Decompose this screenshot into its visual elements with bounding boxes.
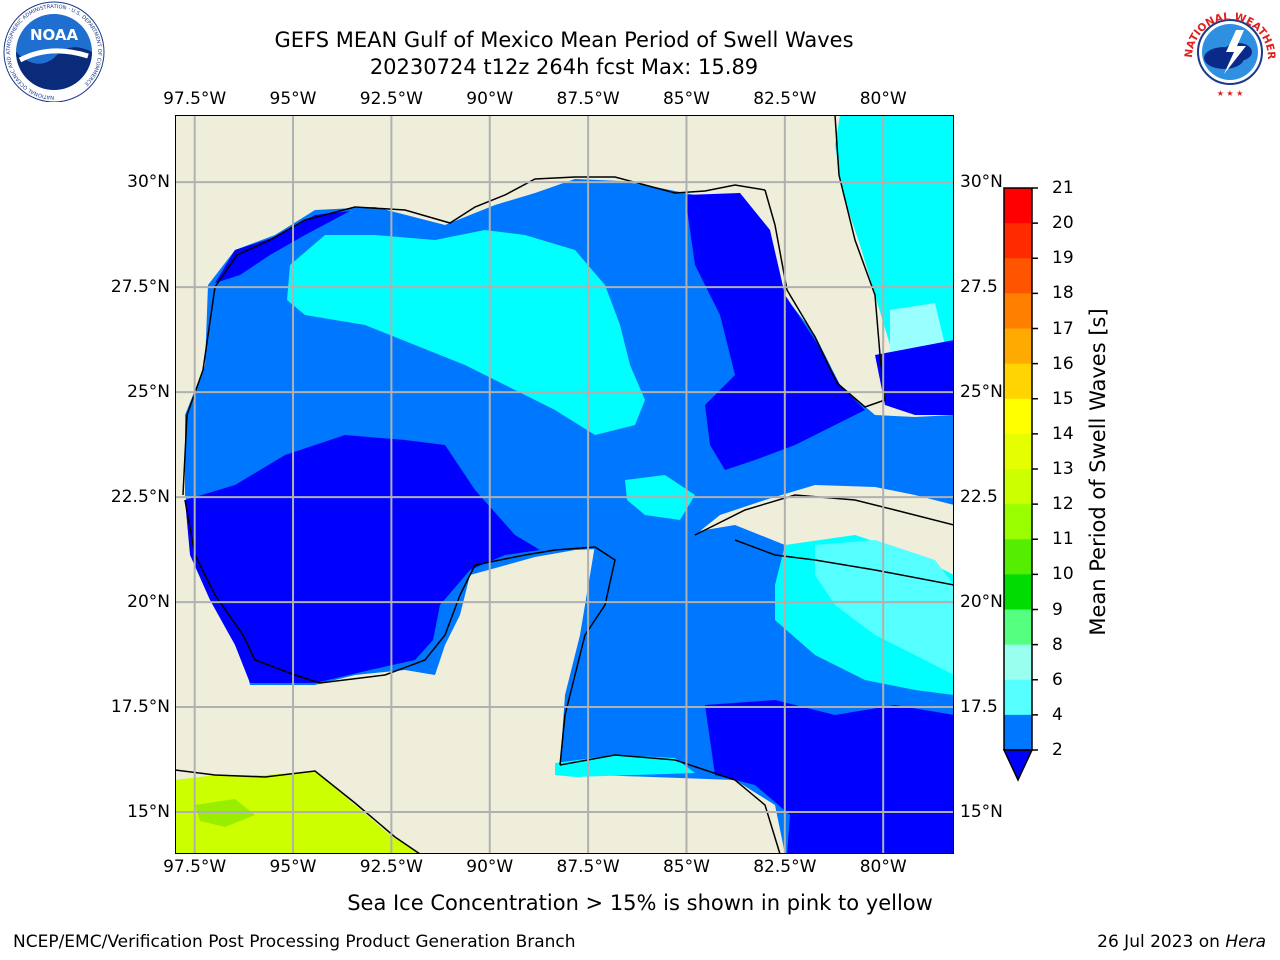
lat-label-left: 27.5°N: [110, 277, 170, 298]
colorbar-label: 14: [1052, 423, 1074, 444]
lat-label-right: 30°N: [960, 172, 1003, 193]
svg-text:★ ★ ★: ★ ★ ★: [1217, 89, 1244, 98]
colorbar-segment: [1004, 574, 1032, 610]
lat-label-right: 22.5: [960, 487, 998, 508]
map-title: GEFS MEAN Gulf of Mexico Mean Period of …: [274, 28, 854, 52]
nws-logo: NATIONAL WEATHER SERVICE ★ ★ ★: [1176, 0, 1277, 98]
colorbar-label: 18: [1052, 283, 1074, 304]
lon-label-bottom: 97.5°W: [163, 857, 227, 877]
lat-label-right: 25°N: [960, 382, 1003, 403]
bahamas-water-blue-2: [875, 340, 954, 415]
colorbar-label: 11: [1052, 529, 1074, 550]
lon-label-bottom: 82.5°W: [753, 857, 817, 877]
svg-text:NOAA: NOAA: [30, 26, 79, 44]
lat-label-right: 27.5: [960, 277, 998, 298]
colorbar-segment: [1004, 644, 1032, 681]
colorbar-label: 9: [1052, 599, 1063, 620]
gulf-water-blue-2-northwest: [215, 211, 350, 283]
colorbar-label: 21: [1052, 178, 1074, 198]
lat-label-left: 15°N: [127, 802, 170, 822]
colorbar-label: 4: [1052, 704, 1063, 725]
lat-label-left: 30°N: [127, 172, 170, 193]
caribbean-water-blue-2: [705, 700, 954, 854]
colorbar-label: 16: [1052, 353, 1074, 374]
colorbar-label: 2: [1052, 740, 1063, 760]
lat-label-left: 22.5°N: [110, 487, 170, 508]
map-subtitle-forecast: 20230724 t12z 264h fcst Max: 15.89: [369, 55, 759, 79]
lat-label-right: 15°N: [960, 802, 1003, 822]
footer-producer: NCEP/EMC/Verification Post Processing Pr…: [13, 932, 576, 952]
lon-label-top: 80°W: [859, 89, 907, 109]
sea-ice-note: Sea Ice Concentration > 15% is shown in …: [347, 891, 933, 915]
honduras-coast-cyan: [555, 755, 695, 777]
colorbar-segment: [1004, 223, 1032, 259]
colorbar-label: 10: [1052, 564, 1074, 585]
lon-label-bottom: 92.5°W: [359, 857, 423, 877]
colorbar: [1002, 187, 1038, 782]
footer-date: 26 Jul 2023 on Hera: [1097, 932, 1266, 952]
colorbar-segment: [1004, 188, 1032, 224]
lon-label-bottom: 85°W: [662, 857, 710, 877]
colorbar-segment: [1004, 504, 1032, 540]
lon-label-bottom: 87.5°W: [556, 857, 620, 877]
noaa-logo: NOAA NATIONAL OCEANIC AND ATMOSPHERIC AD…: [3, 1, 105, 102]
colorbar-segment: [1004, 363, 1032, 400]
lon-label-top: 82.5°W: [753, 89, 817, 109]
lon-label-bottom: 80°W: [859, 857, 907, 877]
colorbar-label: 6: [1052, 669, 1063, 690]
colorbar-segment: [1004, 328, 1032, 365]
colorbar-segment: [1004, 679, 1032, 716]
colorbar-label: 8: [1052, 634, 1063, 655]
colorbar-label: 20: [1052, 213, 1074, 234]
colorbar-segment: [1004, 258, 1032, 294]
gulf-water-blue-2-east: [685, 193, 865, 470]
colorbar-segment: [1004, 539, 1032, 575]
colorbar-segment: [1004, 714, 1032, 750]
lat-label-left: 25°N: [127, 382, 170, 403]
lon-label-bottom: 95°W: [269, 857, 317, 877]
colorbar-segment: [1004, 469, 1032, 505]
map-area: [175, 115, 954, 854]
colorbar-label: 19: [1052, 248, 1074, 269]
lon-label-top: 92.5°W: [359, 89, 423, 109]
caribbean-water-light-cyan: [815, 540, 954, 675]
colorbar-segment: [1004, 433, 1032, 470]
gulf-water-cyan-band: [287, 230, 645, 435]
colorbar-segment: [1004, 609, 1032, 646]
colorbar-segment: [1004, 398, 1032, 435]
lon-label-top: 95°W: [269, 89, 317, 109]
map-grid: [175, 115, 954, 854]
colorbar-label: 13: [1052, 459, 1074, 479]
lon-label-bottom: 90°W: [466, 857, 514, 877]
colorbar-label: 17: [1052, 318, 1074, 339]
lat-label-right: 17.5: [960, 697, 998, 718]
atlantic-water-cyan: [835, 115, 954, 355]
lon-label-top: 97.5°W: [163, 89, 227, 109]
colorbar-label: 12: [1052, 494, 1074, 515]
lon-label-top: 85°W: [662, 89, 710, 109]
colorbar-segment: [1004, 293, 1032, 329]
lon-label-top: 90°W: [466, 89, 514, 109]
lat-label-right: 20°N: [960, 592, 1003, 613]
colorbar-label: 15: [1052, 388, 1074, 409]
lat-label-left: 17.5°N: [110, 697, 170, 718]
colorbar-title: Mean Period of Swell Waves [s]: [1086, 308, 1110, 636]
footer-host: Hera: [1225, 932, 1266, 952]
colorbar-extend-arrow: [1002, 749, 1034, 782]
lon-label-top: 87.5°W: [556, 89, 620, 109]
lat-label-left: 20°N: [127, 592, 170, 613]
